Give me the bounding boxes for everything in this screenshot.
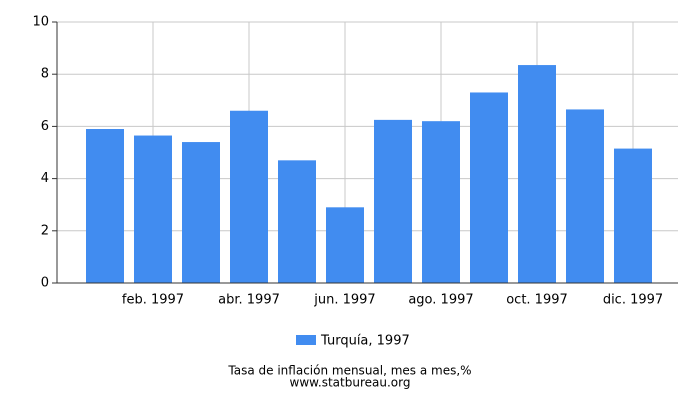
bar: [182, 142, 220, 283]
bar: [278, 160, 316, 283]
y-tick-label: 8: [41, 67, 49, 82]
legend-swatch: [296, 335, 316, 345]
y-tick-label: 2: [41, 223, 49, 238]
bar: [566, 109, 604, 283]
legend-label: Turquía, 1997: [320, 334, 410, 349]
x-tick-label: feb. 1997: [122, 293, 184, 308]
bar: [614, 148, 652, 283]
bar: [422, 121, 460, 284]
bar: [470, 92, 508, 283]
bar: [230, 110, 268, 284]
y-tick-label: 0: [41, 276, 49, 291]
chart-title: Tasa de inflación mensual, mes a mes,%: [227, 364, 471, 378]
x-tick-label: ago. 1997: [408, 293, 473, 308]
bar: [86, 129, 124, 283]
x-tick-label: dic. 1997: [603, 293, 663, 308]
x-tick-label: oct. 1997: [506, 293, 568, 308]
x-tick-label: jun. 1997: [313, 293, 375, 308]
y-tick-label: 6: [41, 119, 49, 134]
chart-subtitle: www.statbureau.org: [290, 376, 411, 390]
bar: [134, 135, 172, 283]
bar: [518, 65, 556, 283]
x-tick-label: abr. 1997: [218, 293, 280, 308]
y-tick-label: 10: [32, 15, 49, 30]
y-tick-label: 4: [41, 171, 49, 186]
bar: [326, 207, 364, 283]
bar: [374, 119, 412, 283]
